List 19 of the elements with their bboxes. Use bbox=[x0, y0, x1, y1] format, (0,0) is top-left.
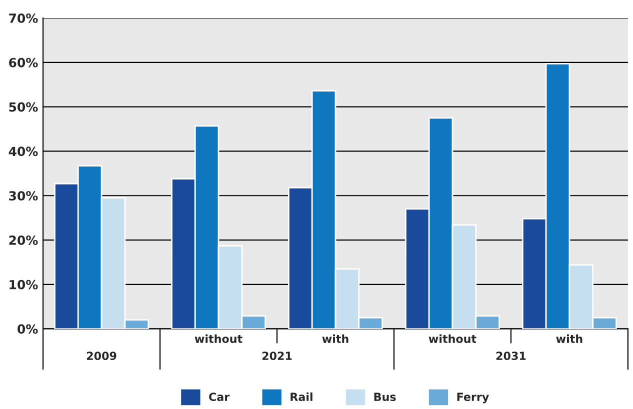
y-tick-label: 50% bbox=[9, 102, 38, 112]
legend-label: Bus bbox=[374, 392, 396, 402]
y-tick-label: 70% bbox=[9, 13, 38, 23]
x-tick-label: without bbox=[428, 334, 476, 343]
legend-label: Rail bbox=[290, 392, 312, 402]
x-tick-label: with bbox=[322, 334, 348, 343]
text: 2031 bbox=[496, 352, 526, 360]
y-tick-label: 10% bbox=[10, 280, 38, 290]
y-tick-label: 60% bbox=[9, 58, 38, 68]
legend-label: Ferry bbox=[457, 392, 489, 404]
text: 2021 bbox=[262, 352, 292, 360]
y-tick-label: 20% bbox=[9, 235, 38, 245]
x-tick-label: with bbox=[556, 334, 582, 343]
text: 2009 bbox=[86, 352, 116, 360]
x-tick-label: without bbox=[194, 334, 242, 343]
y-tick-label: 40% bbox=[8, 146, 38, 156]
legend-label: Car bbox=[209, 392, 230, 402]
y-tick-label: 30% bbox=[9, 191, 38, 201]
y-tick-label: 0% bbox=[18, 324, 38, 334]
